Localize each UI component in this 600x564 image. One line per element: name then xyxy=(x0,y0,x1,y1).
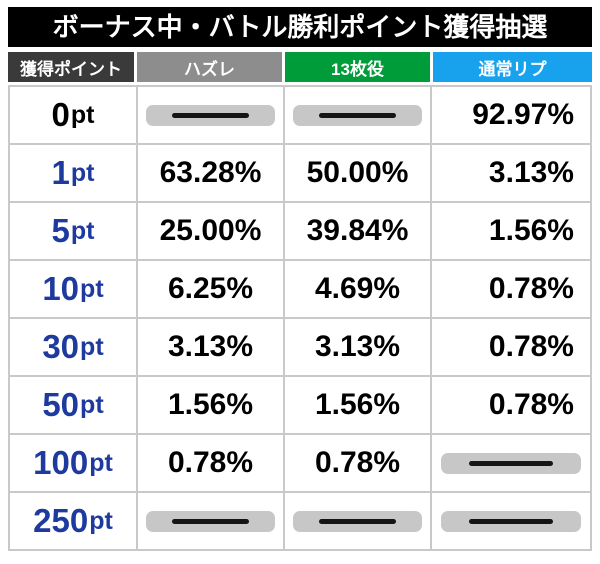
value-cell xyxy=(138,493,283,549)
point-number: 30 xyxy=(42,328,80,365)
point-unit: pt xyxy=(70,100,95,129)
header-13mai-column: 13枚役 xyxy=(285,52,430,82)
dash-bar xyxy=(145,510,276,532)
header-point-column: 獲得ポイント xyxy=(8,52,134,82)
value-cell: 0.78% xyxy=(138,435,283,491)
value-cell: 25.00% xyxy=(138,203,283,259)
point-unit: pt xyxy=(70,158,95,187)
row-label: 10 pt xyxy=(10,261,136,317)
dash-line-icon xyxy=(468,460,554,466)
dash-bar xyxy=(145,104,276,126)
point-unit: pt xyxy=(80,274,104,303)
dash-line-icon xyxy=(468,518,554,524)
point-number: 5 xyxy=(51,212,70,249)
point-number: 1 xyxy=(51,154,70,191)
point-unit: pt xyxy=(89,448,113,477)
value-cell xyxy=(138,87,283,143)
value-cell: 92.97% xyxy=(432,87,590,143)
row-label: 250 pt xyxy=(10,493,136,549)
value-cell: 3.13% xyxy=(285,319,430,375)
value-cell: 0.78% xyxy=(432,261,590,317)
value-cell: 1.56% xyxy=(285,377,430,433)
table-body: 0 pt 92.97% 1 pt 63.28% 50.00% 3.13% 5 pt 2… xyxy=(8,85,592,551)
value-cell xyxy=(285,87,430,143)
value-cell: 6.25% xyxy=(138,261,283,317)
dash-bar xyxy=(440,510,582,532)
value-cell: 0.78% xyxy=(432,377,590,433)
dash-line-icon xyxy=(318,112,397,118)
point-number: 250 xyxy=(33,502,89,539)
value-cell: 4.69% xyxy=(285,261,430,317)
value-cell xyxy=(285,493,430,549)
dash-bar xyxy=(292,510,423,532)
value-cell: 63.28% xyxy=(138,145,283,201)
value-cell: 50.00% xyxy=(285,145,430,201)
table-header-row: 獲得ポイント ハズレ 13枚役 通常リプ xyxy=(8,52,592,82)
dash-line-icon xyxy=(171,518,250,524)
value-cell: 0.78% xyxy=(285,435,430,491)
row-label: 1 pt xyxy=(10,145,136,201)
value-cell: 1.56% xyxy=(432,203,590,259)
row-label: 100 pt xyxy=(10,435,136,491)
point-unit: pt xyxy=(70,216,95,245)
point-number: 50 xyxy=(42,386,80,423)
value-cell: 1.56% xyxy=(138,377,283,433)
row-label: 50 pt xyxy=(10,377,136,433)
dash-line-icon xyxy=(171,112,250,118)
row-label: 30 pt xyxy=(10,319,136,375)
point-unit: pt xyxy=(89,506,113,535)
value-cell: 3.13% xyxy=(432,145,590,201)
point-unit: pt xyxy=(80,390,104,419)
point-number: 100 xyxy=(33,444,89,481)
point-number: 10 xyxy=(42,270,80,307)
value-cell: 0.78% xyxy=(432,319,590,375)
page-title: ボーナス中・バトル勝利ポイント獲得抽選 xyxy=(8,7,592,47)
header-tsujo-rep-column: 通常リプ xyxy=(433,52,592,82)
dash-bar xyxy=(292,104,423,126)
point-number: 0 xyxy=(51,96,70,133)
row-label: 0 pt xyxy=(10,87,136,143)
dash-bar xyxy=(440,452,582,474)
value-cell xyxy=(432,435,590,491)
value-cell xyxy=(432,493,590,549)
row-label: 5 pt xyxy=(10,203,136,259)
value-cell: 3.13% xyxy=(138,319,283,375)
point-unit: pt xyxy=(80,332,104,361)
dash-line-icon xyxy=(318,518,397,524)
header-hazure-column: ハズレ xyxy=(137,52,282,82)
value-cell: 39.84% xyxy=(285,203,430,259)
